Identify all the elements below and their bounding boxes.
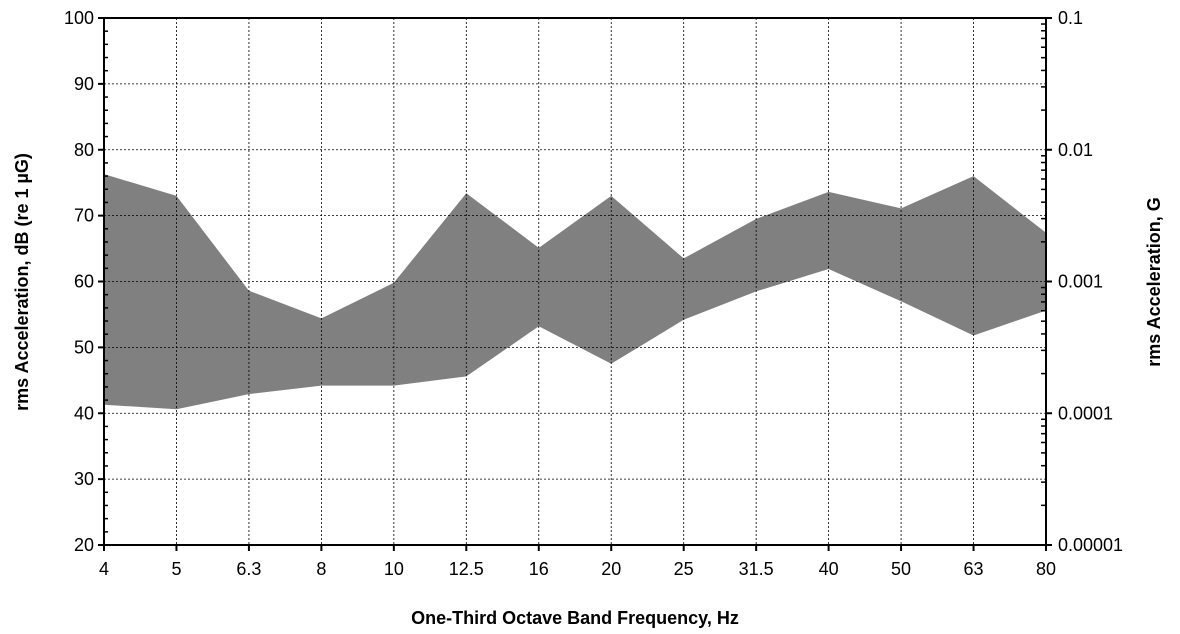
y-tick-label: 70 <box>74 206 94 226</box>
x-tick-label: 4 <box>99 559 109 579</box>
grid-layer <box>104 18 1046 545</box>
y2-axis-title: rms Acceleration, G <box>1144 197 1164 366</box>
y-tick-label: 100 <box>64 8 94 28</box>
x-tick-label: 8 <box>316 559 326 579</box>
x-tick-label: 10 <box>384 559 404 579</box>
y-tick-label: 40 <box>74 403 94 423</box>
x-tick-label: 50 <box>891 559 911 579</box>
band-layer <box>104 174 1046 410</box>
acceleration-range-band <box>104 174 1046 410</box>
y-tick-label: 30 <box>74 469 94 489</box>
minor-tick-layer <box>104 23 1046 533</box>
y-tick-label: 90 <box>74 74 94 94</box>
y2-tick-label: 0.00001 <box>1058 535 1123 555</box>
y-tick-label: 50 <box>74 337 94 357</box>
x-tick-label: 16 <box>529 559 549 579</box>
x-tick-label: 12.5 <box>449 559 484 579</box>
x-axis-title: One-Third Octave Band Frequency, Hz <box>411 608 739 628</box>
x-tick-label: 5 <box>171 559 181 579</box>
y2-tick-label: 0.001 <box>1058 272 1103 292</box>
x-tick-label: 31.5 <box>739 559 774 579</box>
x-tick-label: 63 <box>964 559 984 579</box>
y-tick-label: 80 <box>74 140 94 160</box>
x-tick-label: 25 <box>674 559 694 579</box>
x-tick-label: 80 <box>1036 559 1056 579</box>
y2-tick-label: 0.1 <box>1058 8 1083 28</box>
label-layer: 20 30 40 50 60 70 80 90 100 0.00001 0.0001 0.001 0.0… <box>64 8 1123 579</box>
y-axis-title: rms Acceleration, dB (re 1 µG) <box>12 153 32 411</box>
y-tick-label: 60 <box>74 272 94 292</box>
tick-layer <box>98 17 1052 551</box>
y-tick-label: 20 <box>74 535 94 555</box>
x-tick-label: 20 <box>601 559 621 579</box>
y2-tick-label: 0.0001 <box>1058 403 1113 423</box>
x-tick-label: 40 <box>819 559 839 579</box>
y2-tick-label: 0.01 <box>1058 140 1093 160</box>
x-tick-label: 6.3 <box>236 559 261 579</box>
